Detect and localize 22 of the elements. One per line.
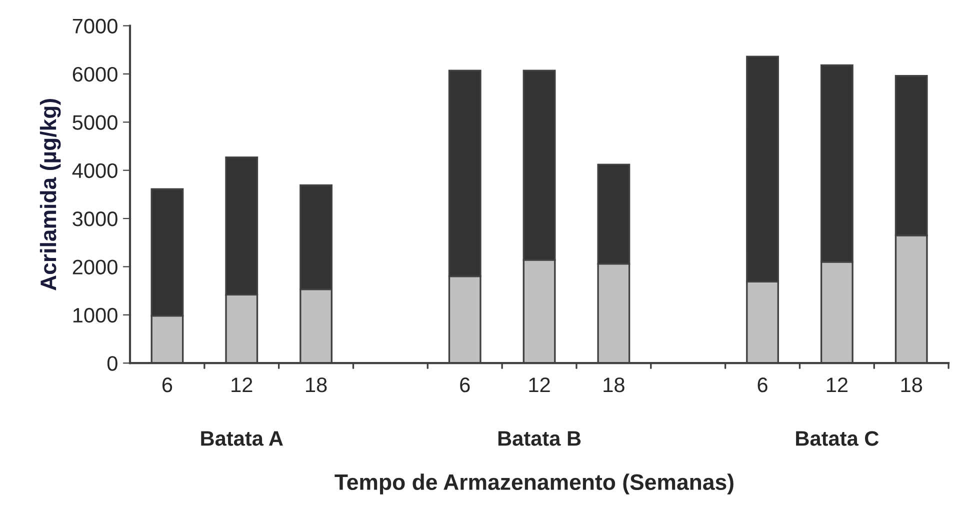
y-tick-label: 0 bbox=[107, 356, 118, 371]
y-tick-label: 2000 bbox=[72, 260, 118, 274]
y-tick-label: 6000 bbox=[72, 66, 118, 82]
x-tick-label: 18 bbox=[901, 378, 922, 392]
y-tick-label: 5000 bbox=[72, 115, 118, 130]
text: Batata C bbox=[796, 431, 879, 446]
y-tick-label: 4000 bbox=[72, 163, 118, 178]
x-tick-label: 6 bbox=[758, 378, 768, 392]
y-axis-title: Acrilamida (µg/kg) bbox=[40, 98, 61, 290]
y-tick-label: 1000 bbox=[73, 308, 118, 323]
x-tick-label: 6 bbox=[162, 378, 172, 392]
x-tick-label: 12 bbox=[232, 378, 252, 392]
x-tick-label: 12 bbox=[826, 378, 848, 392]
text: Batata B bbox=[498, 431, 581, 446]
text: Batata A bbox=[201, 431, 283, 446]
x-tick-label: 18 bbox=[604, 378, 624, 392]
x-tick-label: 12 bbox=[529, 378, 550, 392]
y-tick-label: 3000 bbox=[72, 212, 118, 226]
x-tick-label: 18 bbox=[306, 378, 327, 392]
x-axis-title: Tempo de Armazenamento (Semanas) bbox=[334, 474, 734, 494]
x-tick-label: 6 bbox=[460, 378, 470, 392]
y-tick-label: 7000 bbox=[72, 18, 118, 34]
